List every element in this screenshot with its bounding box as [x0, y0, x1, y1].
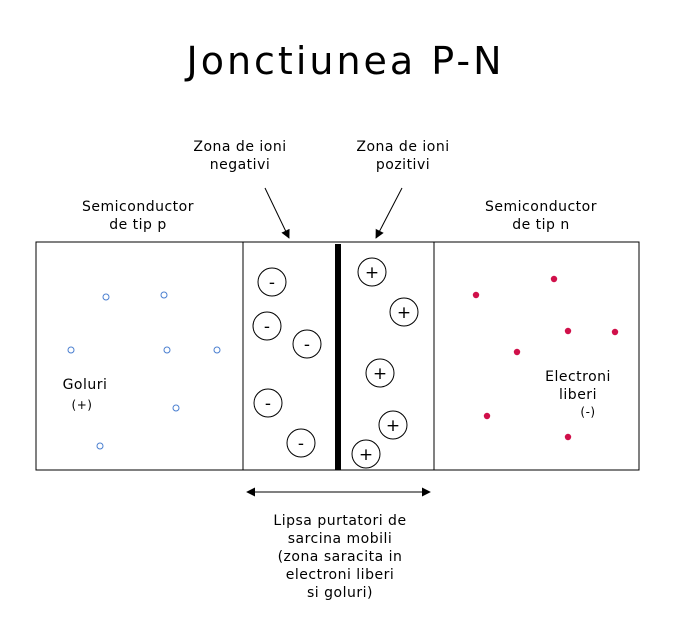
electron-dot	[513, 348, 521, 356]
label-n-side-line2: de tip n	[512, 217, 570, 233]
positive-ion: +	[389, 297, 419, 327]
label-depletion-line2: sarcina mobili	[287, 531, 393, 547]
positive-ion-symbol: +	[373, 364, 387, 384]
label-neg-zone-line1: Zona de ioni	[193, 139, 287, 155]
pos-zone-arrow	[375, 187, 403, 239]
electron-dot	[611, 328, 619, 336]
negative-ion-symbol: -	[265, 394, 271, 414]
neg-zone-arrow	[264, 187, 290, 239]
label-depletion-line1: Lipsa purtatori de	[273, 513, 407, 529]
label-depletion-line5: si goluri)	[307, 585, 373, 601]
diagram-title: Jonctiunea P-N	[186, 39, 505, 83]
holes-group	[67, 291, 221, 450]
label-holes-line1: Goluri	[62, 377, 108, 393]
negative-ion-symbol: -	[264, 317, 270, 337]
hole-dot	[163, 346, 171, 354]
negative-ion: -	[292, 329, 322, 359]
label-electrons-line3: (-)	[580, 405, 596, 419]
negative-ion-symbol: -	[304, 335, 310, 355]
positive-ion-symbol: +	[365, 263, 379, 283]
positive-ion: +	[351, 439, 381, 469]
positive-ion: +	[357, 257, 387, 287]
negative-ion-symbol: -	[269, 273, 275, 293]
positive-ions-group: + + + + +	[351, 257, 419, 469]
electrons-group	[472, 275, 619, 441]
electron-dot	[564, 433, 572, 441]
electron-dot	[564, 327, 572, 335]
negative-ion-symbol: -	[298, 434, 304, 454]
positive-ion-symbol: +	[397, 303, 411, 323]
negative-ions-group: - - - - -	[252, 267, 322, 458]
hole-dot	[96, 442, 104, 450]
positive-ion: +	[378, 410, 408, 440]
positive-ion-symbol: +	[359, 445, 373, 465]
label-electrons-line1: Electroni	[545, 369, 611, 385]
label-n-side-line1: Semiconductor	[485, 199, 597, 215]
label-neg-zone-line2: negativi	[209, 157, 271, 173]
label-p-side-line1: Semiconductor	[82, 199, 194, 215]
hole-dot	[102, 293, 110, 301]
label-electrons-line2: liberi	[559, 387, 597, 403]
hole-dot	[160, 291, 168, 299]
label-p-side-line2: de tip p	[109, 217, 167, 233]
label-depletion-line4: electroni liberi	[285, 567, 395, 583]
label-holes-line2: (+)	[71, 398, 93, 412]
label-pos-zone-line2: pozitivi	[375, 157, 431, 173]
positive-ion-symbol: +	[386, 416, 400, 436]
hole-dot	[213, 346, 221, 354]
electron-dot	[550, 275, 558, 283]
negative-ion: -	[286, 428, 316, 458]
electron-dot	[483, 412, 491, 420]
label-depletion-line3: (zona saracita in	[277, 549, 403, 565]
negative-ion: -	[252, 311, 282, 341]
hole-dot	[67, 346, 75, 354]
label-pos-zone-line1: Zona de ioni	[356, 139, 450, 155]
negative-ion: -	[257, 267, 287, 297]
negative-ion: -	[253, 388, 283, 418]
positive-ion: +	[365, 358, 395, 388]
electron-dot	[472, 291, 480, 299]
hole-dot	[172, 404, 180, 412]
